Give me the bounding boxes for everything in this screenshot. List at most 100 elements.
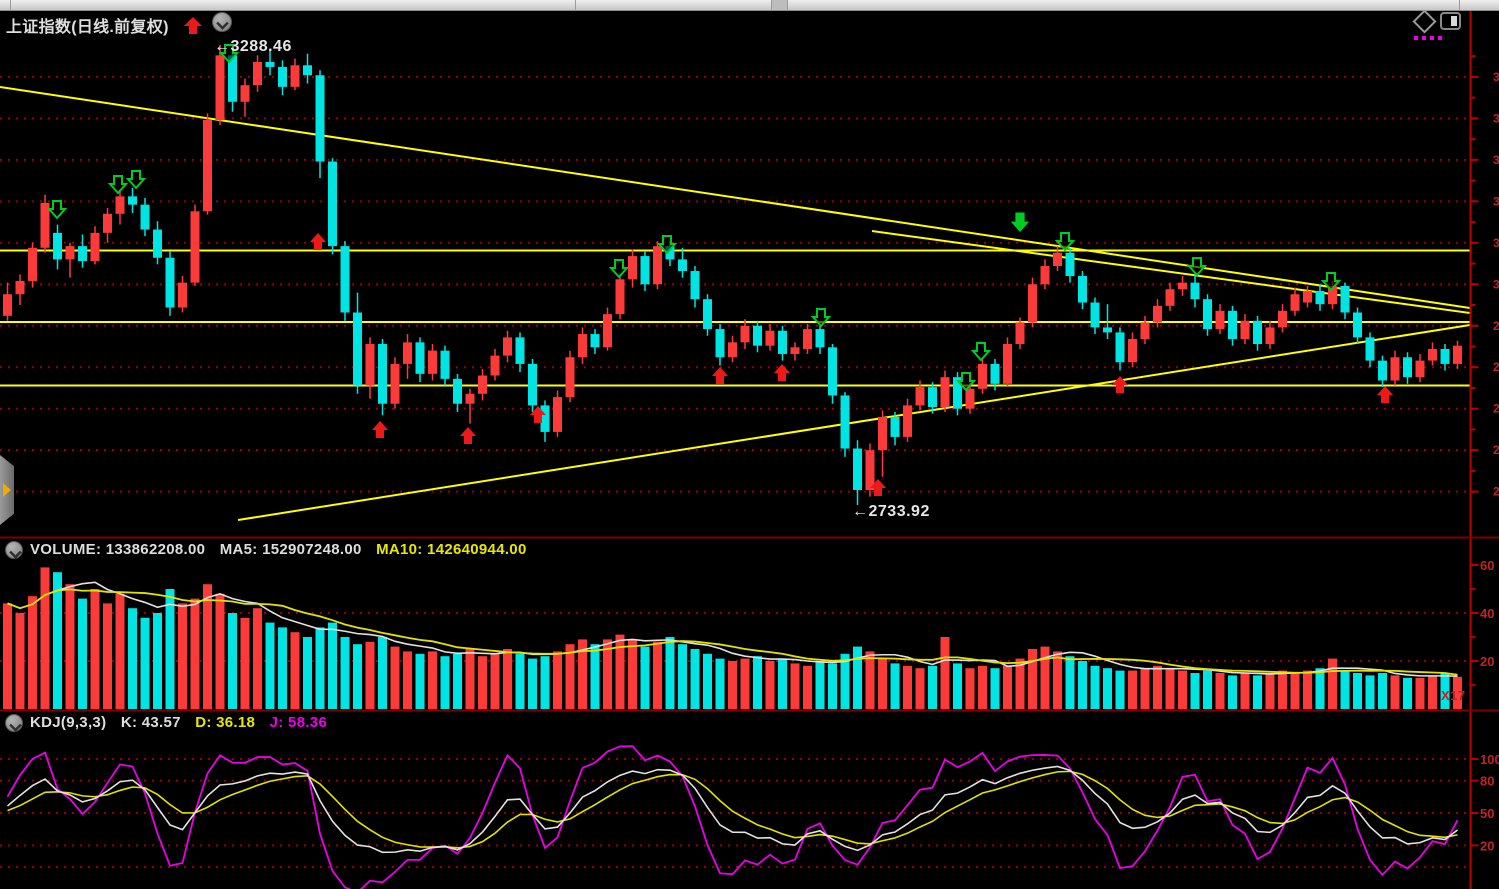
volume-bar bbox=[965, 668, 975, 709]
volume-bar bbox=[915, 668, 925, 709]
volume-bar bbox=[215, 593, 225, 709]
candle-body bbox=[1265, 327, 1275, 345]
volume-bar bbox=[1290, 673, 1300, 709]
magenta-dot bbox=[1422, 36, 1426, 40]
magenta-dot bbox=[1430, 36, 1434, 40]
volume-bar bbox=[228, 613, 237, 709]
candle-body bbox=[940, 377, 950, 408]
volume-bar bbox=[1003, 665, 1012, 709]
volume-bar bbox=[190, 598, 200, 709]
candle-body bbox=[853, 448, 862, 491]
volume-bar bbox=[415, 653, 425, 709]
candle-body bbox=[115, 196, 125, 214]
candle-body bbox=[215, 55, 225, 121]
volume-bar bbox=[665, 637, 675, 709]
volume-bar bbox=[690, 649, 700, 709]
candle-body bbox=[915, 387, 925, 406]
volume-label-row: VOLUME: 133862208.00 MA5: 152907248.00 M… bbox=[30, 541, 537, 558]
candle-body bbox=[665, 246, 675, 260]
volume-bar bbox=[1378, 673, 1387, 709]
candle-body bbox=[865, 450, 875, 491]
volume-bar bbox=[515, 653, 525, 709]
volume-bar bbox=[128, 608, 137, 709]
volume-bar bbox=[1103, 668, 1112, 709]
main-pane-collapse-button[interactable] bbox=[212, 12, 232, 32]
volume-bar bbox=[265, 622, 275, 709]
candle-body bbox=[240, 85, 250, 102]
volume-bar bbox=[903, 665, 912, 709]
volume-bar bbox=[353, 644, 362, 709]
toolbar-notch bbox=[771, 0, 788, 10]
candle-body bbox=[640, 256, 650, 285]
volume-bar bbox=[1028, 649, 1037, 709]
volume-bar bbox=[553, 651, 562, 709]
kdj-pane-collapse-button[interactable] bbox=[5, 714, 23, 732]
volume-pane-collapse-button[interactable] bbox=[5, 541, 23, 559]
volume-bar bbox=[803, 665, 812, 709]
candle-body bbox=[65, 246, 75, 260]
candle-body bbox=[528, 363, 537, 406]
candle-body bbox=[815, 329, 825, 348]
candle-body bbox=[728, 342, 737, 358]
kdj-axis-label: 20 bbox=[1480, 838, 1494, 853]
candle-body bbox=[1240, 320, 1250, 340]
kdj-label-row: KDJ(9,3,3) K: 43.57 D: 36.18 J: 58.36 bbox=[30, 714, 337, 731]
candle-body bbox=[1053, 252, 1062, 267]
diagonal-trendline bbox=[237, 324, 1470, 521]
candle-body bbox=[903, 405, 912, 437]
volume-bar bbox=[815, 661, 825, 709]
candle-body bbox=[978, 363, 987, 389]
volume-bar bbox=[1128, 670, 1137, 709]
candle-body bbox=[440, 350, 450, 379]
candle-body bbox=[703, 299, 712, 330]
volume-bar bbox=[865, 651, 875, 709]
candle-body bbox=[553, 397, 562, 432]
volume-bar bbox=[953, 663, 962, 709]
candle-body bbox=[415, 342, 425, 374]
main-chart-title-row: 上证指数(日线.前复权) bbox=[6, 13, 203, 37]
price-axis-label: 3050.00 bbox=[1493, 236, 1499, 250]
buy-signal-arrow-icon bbox=[530, 406, 546, 423]
volume-bar bbox=[1440, 673, 1450, 709]
candle-body bbox=[803, 329, 812, 349]
volume-bar bbox=[1203, 670, 1212, 709]
candle-body bbox=[1228, 310, 1237, 340]
candle-body bbox=[1328, 285, 1337, 305]
volume-bar bbox=[653, 641, 662, 709]
volume-bar bbox=[1228, 675, 1237, 709]
volume-bar bbox=[90, 589, 100, 709]
kdj-pane[interactable] bbox=[0, 745, 1470, 889]
candle-body bbox=[590, 334, 600, 348]
sell-signal-arrow-icon bbox=[810, 308, 832, 328]
volume-ma10-line bbox=[7, 588, 1458, 676]
volume-bar bbox=[1040, 646, 1050, 709]
volume-pane[interactable] bbox=[0, 567, 1470, 709]
volume-bar bbox=[1253, 675, 1262, 709]
candle-body bbox=[3, 294, 12, 316]
left-panel-expander-tab[interactable] bbox=[0, 455, 14, 525]
volume-bar bbox=[578, 639, 587, 709]
volume-bar bbox=[503, 649, 512, 709]
sell-signal-arrow-icon bbox=[1054, 232, 1076, 252]
candle-body bbox=[1128, 339, 1137, 363]
window-split-icon[interactable] bbox=[1440, 12, 1461, 30]
volume-axis-label: 20 bbox=[1480, 654, 1494, 669]
kdj-j-line bbox=[6, 745, 1459, 889]
candle-body bbox=[140, 204, 150, 230]
candle-body bbox=[715, 329, 725, 358]
kdj-d-label: D: 36.18 bbox=[195, 714, 256, 731]
volume-bar bbox=[978, 665, 987, 709]
sell-signal-arrow-icon bbox=[608, 259, 630, 279]
candle-body bbox=[265, 61, 275, 67]
volume-bar bbox=[178, 603, 187, 709]
volume-bar bbox=[1403, 677, 1412, 709]
sell-signal-arrow-icon bbox=[1186, 257, 1208, 277]
candle-body bbox=[315, 75, 325, 162]
price-axis-label: 2800.00 bbox=[1493, 443, 1499, 457]
main-price-pane[interactable] bbox=[0, 44, 1470, 521]
volume-bar bbox=[790, 663, 800, 709]
volume-bar bbox=[590, 644, 600, 709]
volume-bar bbox=[153, 613, 162, 709]
volume-bar bbox=[540, 656, 550, 709]
